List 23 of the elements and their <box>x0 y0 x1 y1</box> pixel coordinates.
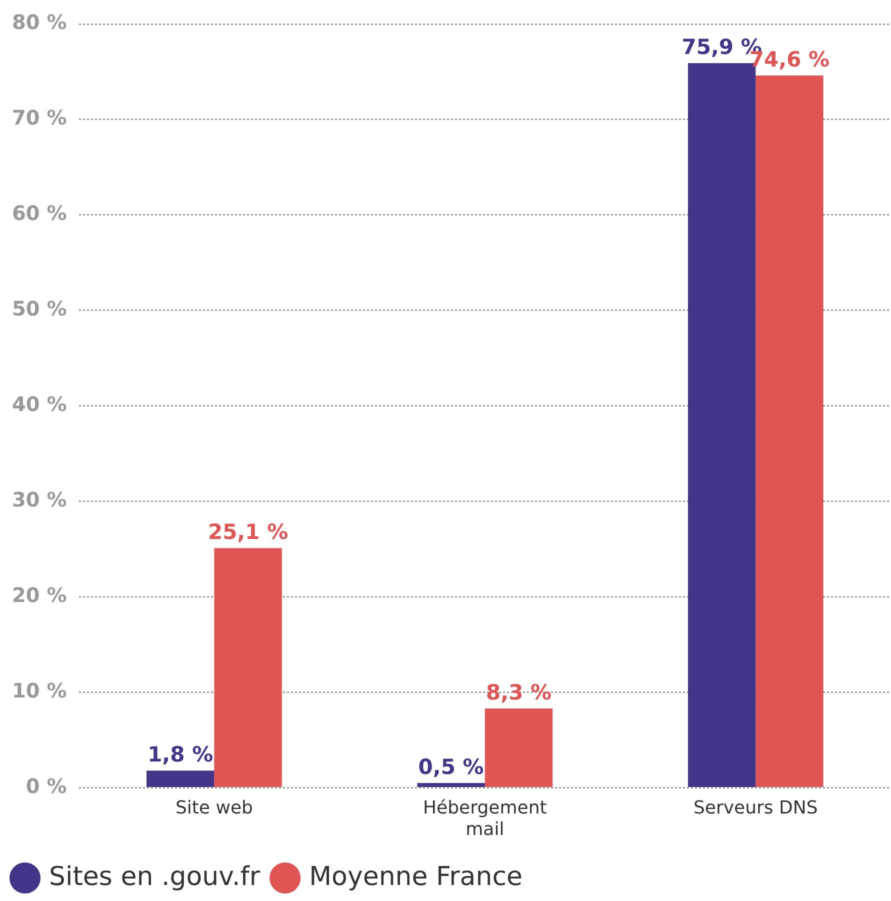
legend-label: Moyenne France <box>309 862 523 892</box>
y-tick-label: 80 % <box>12 10 67 34</box>
y-tick-label: 50 % <box>12 296 67 321</box>
y-tick-label: 20 % <box>12 583 67 608</box>
y-tick-label: 70 % <box>12 106 67 130</box>
x-tick-label: Serveurs DNS <box>693 797 818 818</box>
y-tick-label: 0 % <box>26 774 67 798</box>
data-label: 1,8 % <box>148 742 214 767</box>
legend-label: Sites en .gouv.fr <box>49 862 260 892</box>
bar <box>146 770 214 788</box>
x-tick-label: Site web <box>175 797 253 818</box>
y-tick-label: 60 % <box>12 201 67 226</box>
y-tick-label: 40 % <box>12 392 67 416</box>
data-label: 8,3 % <box>486 680 552 705</box>
data-label: 25,1 % <box>208 520 288 544</box>
y-tick-label: 30 % <box>12 488 67 512</box>
x-tick-label: Hébergement mail <box>423 797 547 840</box>
bar <box>214 548 282 788</box>
data-label: 0,5 % <box>418 754 484 779</box>
bar <box>417 783 485 788</box>
bar <box>484 708 553 788</box>
y-tick-label: 10 % <box>12 678 67 703</box>
bar <box>756 76 824 788</box>
